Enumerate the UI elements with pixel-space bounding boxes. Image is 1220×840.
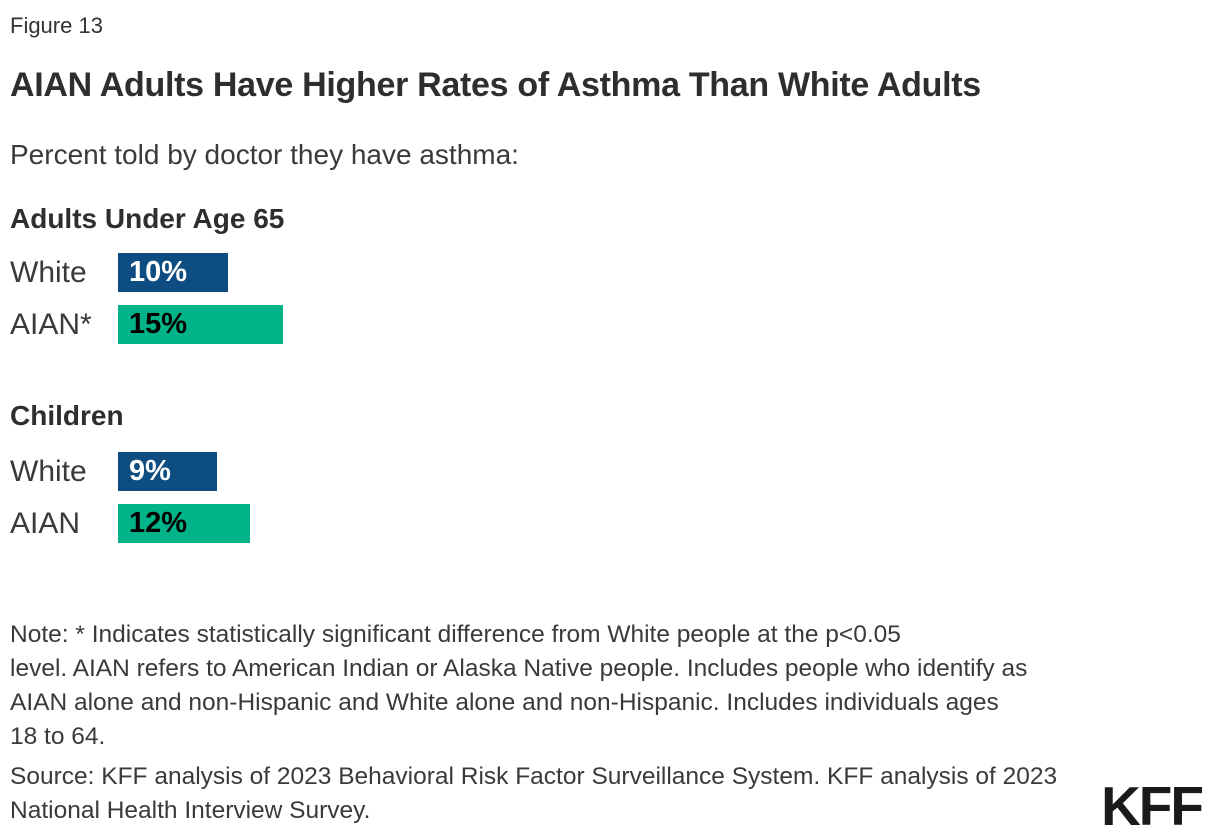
bar-value-label: 9%	[129, 455, 171, 487]
bar-value-label: 10%	[129, 256, 188, 288]
note-line: level. AIAN refers to American Indian or…	[10, 655, 1028, 682]
bar-category-label: AIAN	[10, 507, 81, 540]
source-text: Source: KFF analysis of 2023 Behavioral …	[10, 760, 1057, 828]
bar-value-label: 15%	[129, 308, 188, 340]
figure-number-label: Figure 13	[10, 13, 103, 38]
chart-subtitle: Percent told by doctor they have asthma:	[10, 139, 519, 170]
note-line: 18 to 64.	[10, 723, 106, 750]
chart-title: AIAN Adults Have Higher Rates of Asthma …	[10, 66, 981, 104]
group-header-adults-under-65: Adults Under Age 65	[10, 203, 285, 234]
note-text: Note: * Indicates statistically signific…	[10, 618, 1027, 754]
kff-logo: KFF	[1101, 775, 1204, 837]
bar-value-label: 12%	[129, 507, 188, 539]
group-header-children: Children	[10, 400, 124, 431]
bar-children-aian: 12%	[118, 504, 250, 543]
bar-adults-white: 10%	[118, 253, 228, 292]
bar-category-label: White	[10, 455, 87, 488]
bar-category-label: White	[10, 256, 87, 289]
bar-children-white: 9%	[118, 452, 217, 491]
source-line: Source: KFF analysis of 2023 Behavioral …	[10, 763, 1058, 790]
note-line: AIAN alone and non-Hispanic and White al…	[10, 689, 999, 716]
note-line: Note: * Indicates statistically signific…	[10, 621, 901, 648]
bar-category-label: AIAN*	[10, 308, 92, 341]
source-line: National Health Interview Survey.	[10, 797, 371, 824]
bar-adults-aian: 15%	[118, 305, 283, 344]
